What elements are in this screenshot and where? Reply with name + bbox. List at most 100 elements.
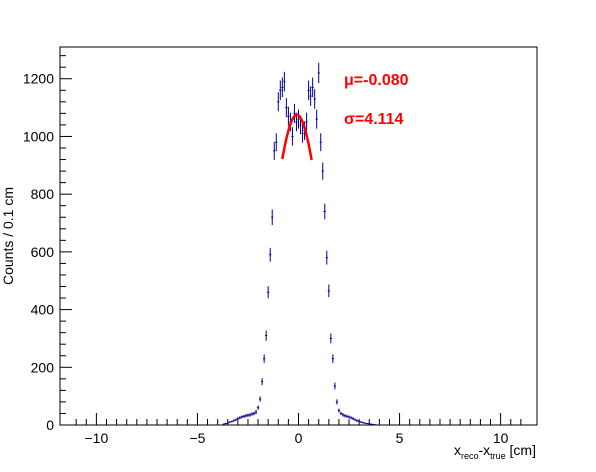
data-point xyxy=(351,417,355,421)
data-point xyxy=(327,284,330,298)
data-point xyxy=(271,209,274,226)
data-point xyxy=(226,422,229,424)
data-point xyxy=(335,399,339,405)
data-point xyxy=(337,408,341,413)
y-axis: 0 200 400 600 800 1000 1200 xyxy=(23,55,72,433)
data-point xyxy=(364,422,367,424)
x-axis-title-sub1: reco xyxy=(461,451,479,461)
data-point xyxy=(281,77,284,98)
data-point xyxy=(293,103,296,123)
data-point xyxy=(321,162,324,180)
data-point xyxy=(238,416,241,420)
y-tick-label: 1000 xyxy=(23,128,54,144)
fit-curve xyxy=(281,113,313,161)
data-point xyxy=(325,250,328,265)
data-point xyxy=(265,330,268,341)
data-point xyxy=(343,414,347,418)
data-point xyxy=(329,333,332,344)
data-point xyxy=(291,127,294,146)
data-point xyxy=(287,106,290,126)
data-point xyxy=(279,80,282,101)
data-point xyxy=(345,414,349,418)
x-axis-title-dash: -x xyxy=(478,442,490,458)
y-axis-title: Counts / 0.1 cm xyxy=(0,187,16,285)
data-point xyxy=(273,141,276,160)
mu-value: =-0.080 xyxy=(354,72,409,89)
data-point xyxy=(297,109,300,129)
x-tick-label: 10 xyxy=(493,430,509,446)
y-tick-label: 600 xyxy=(31,244,55,260)
data-point xyxy=(347,415,351,419)
data-point xyxy=(250,412,254,416)
data-point xyxy=(222,423,225,425)
data-point xyxy=(311,77,314,98)
data-point xyxy=(269,247,272,262)
x-axis: −10 −5 0 5 10 xyxy=(75,413,522,446)
data-point xyxy=(362,421,365,424)
x-axis-title-unit: [cm] xyxy=(506,442,536,458)
data-point xyxy=(319,133,322,152)
x-axis-title-sub2: true xyxy=(490,451,506,461)
y-tick-label: 0 xyxy=(46,417,54,433)
sigma-annotation: σ=4.114 xyxy=(344,111,404,128)
data-series xyxy=(222,62,377,426)
x-tick-label: −5 xyxy=(189,430,205,446)
data-point xyxy=(256,405,260,410)
data-point xyxy=(254,409,258,415)
data-point xyxy=(372,423,375,425)
data-point xyxy=(313,89,316,109)
data-point xyxy=(277,92,280,112)
data-point xyxy=(366,422,369,425)
plot-frame xyxy=(59,46,538,426)
data-point xyxy=(240,415,244,419)
data-point xyxy=(230,420,233,423)
x-tick-label: 5 xyxy=(396,430,404,446)
data-point xyxy=(261,378,264,386)
data-point xyxy=(353,418,357,421)
data-point xyxy=(244,414,248,418)
y-tick-label: 200 xyxy=(31,359,55,375)
data-point xyxy=(242,414,246,418)
data-point xyxy=(285,98,288,118)
data-point xyxy=(309,86,312,106)
data-point xyxy=(331,354,334,363)
data-point xyxy=(370,423,373,425)
data-point xyxy=(258,396,262,402)
data-point xyxy=(333,382,336,390)
data-point xyxy=(339,411,343,416)
data-point xyxy=(224,422,227,425)
data-point xyxy=(228,421,231,423)
x-tick-label: −10 xyxy=(85,430,109,446)
data-point xyxy=(305,112,308,132)
data-point xyxy=(301,124,304,143)
y-tick-label: 400 xyxy=(31,302,55,318)
y-tick-label: 800 xyxy=(31,186,55,202)
data-point xyxy=(283,71,286,92)
data-point xyxy=(317,62,320,84)
data-point xyxy=(358,420,361,423)
data-point xyxy=(368,423,371,425)
mu-symbol: μ xyxy=(344,72,354,89)
data-point xyxy=(349,416,353,420)
data-point xyxy=(374,424,377,426)
data-point xyxy=(323,203,326,220)
x-axis-title-base: x xyxy=(454,442,461,458)
data-point xyxy=(307,80,310,101)
data-point xyxy=(246,413,250,417)
data-point xyxy=(315,109,318,129)
x-axis-title: xreco-xtrue [cm] xyxy=(454,442,536,461)
x-tick-label: 0 xyxy=(295,430,303,446)
data-point xyxy=(356,419,359,422)
data-point xyxy=(263,354,266,363)
sigma-symbol: σ xyxy=(344,111,355,128)
data-point xyxy=(234,418,237,421)
data-point xyxy=(248,413,252,417)
data-point xyxy=(275,133,278,152)
data-point xyxy=(252,411,256,416)
mu-annotation: μ=-0.080 xyxy=(344,72,409,89)
data-point xyxy=(341,413,345,417)
data-point xyxy=(232,419,235,422)
data-point xyxy=(360,421,363,423)
y-tick-label: 1200 xyxy=(23,71,54,87)
